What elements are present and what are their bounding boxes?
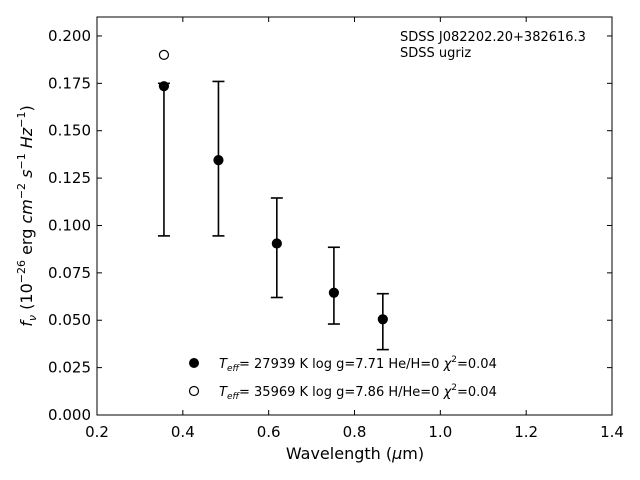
legend-label-filled: Teff= 27939 K log g=7.71 He/H=0 χ2=0.04 [219,355,497,374]
error-bars [157,80,389,351]
y-tick-label: 0.200 [48,27,91,45]
x-tick-label: 1.2 [514,423,538,441]
x-tick-label: 0.2 [85,423,109,441]
y-axis-label: fν (10−26 erg cm−2 s−1 Hz−1) [15,105,39,326]
error-bar [327,246,340,325]
y-tick-label: 0.000 [48,406,91,424]
x-tick-label: 0.8 [343,423,367,441]
data-points [158,49,388,325]
y-tick-label: 0.025 [48,359,91,377]
legend-marker-filled [189,358,199,368]
x-tick-label: 1.0 [428,423,452,441]
plot-frame [96,16,613,416]
data-point-filled [158,81,170,92]
annotation-object-name: SDSS J082202.20+382616.3 [400,30,586,45]
legend: Teff= 27939 K log g=7.71 He/H=0 χ2=0.04 … [188,355,497,402]
x-tick-label: 0.4 [171,423,195,441]
data-point-open [158,49,170,61]
data-point-filled [377,314,388,325]
y-tick-label: 0.175 [48,74,91,92]
data-point-filled [271,238,282,249]
annotation-survey: SDSS ugriz [400,46,471,61]
x-tick-label: 1.4 [600,423,624,441]
y-tick-label: 0.100 [48,216,91,234]
error-bar [157,82,170,237]
data-point-filled [328,287,339,298]
y-tick-label: 0.150 [48,122,91,140]
data-point-filled [213,154,224,166]
x-axis-label: Wavelength (μm) [286,444,424,463]
legend-marker-open [188,385,200,397]
y-tick-label: 0.050 [48,311,91,329]
y-tick-label: 0.125 [48,169,91,187]
y-tick-label: 0.075 [48,264,91,282]
legend-label-open: Teff= 35969 K log g=7.86 H/He=0 χ2=0.04 [219,383,497,402]
ticks: 0.2 0.4 0.6 0.8 1.0 1.2 1.4 0.000 0.025 0.050 0.07… [48,17,624,441]
x-tick-label: 0.6 [257,423,281,441]
